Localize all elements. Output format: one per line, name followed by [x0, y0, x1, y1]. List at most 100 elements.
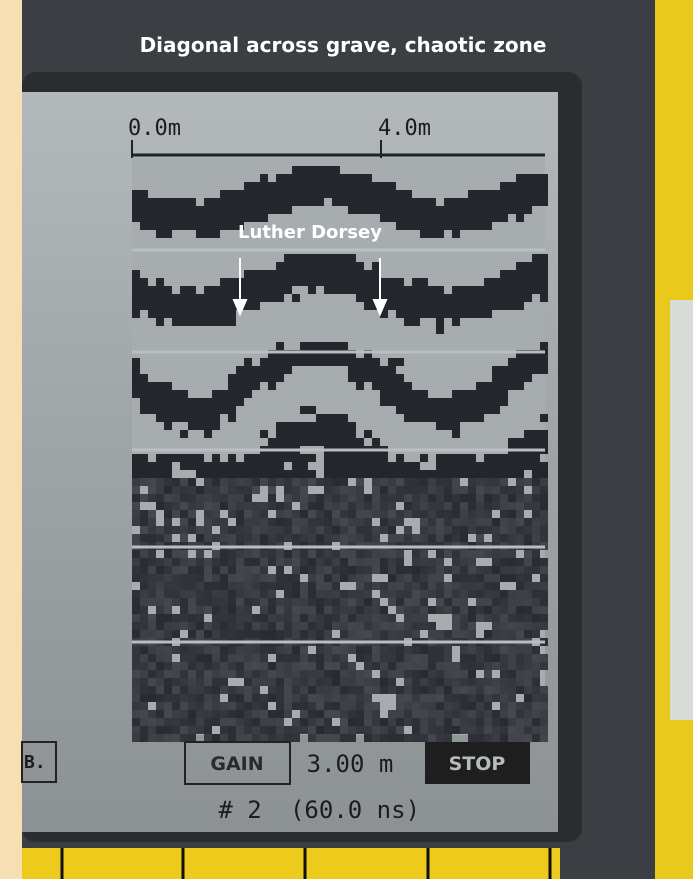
radar-pixel [364, 590, 372, 598]
radar-pixel [420, 686, 428, 694]
radar-pixel [348, 422, 356, 430]
radar-pixel [140, 302, 148, 310]
radar-pixel [196, 670, 204, 678]
radar-pixel [332, 694, 340, 702]
radar-pixel [396, 198, 404, 206]
radar-pixel [196, 222, 204, 230]
radar-pixel [212, 734, 220, 742]
radar-pixel [492, 582, 500, 590]
radar-pixel [316, 558, 324, 566]
radar-pixel [148, 286, 156, 294]
radar-pixel [260, 454, 268, 462]
radar-pixel [452, 318, 460, 326]
radar-pixel [316, 566, 324, 574]
radar-pixel [308, 198, 316, 206]
radar-pixel [316, 726, 324, 734]
radar-pixel [348, 366, 356, 374]
radar-pixel [316, 262, 324, 270]
radar-pixel [372, 686, 380, 694]
radar-pixel [324, 734, 332, 742]
radar-pixel [452, 686, 460, 694]
radar-pixel [532, 278, 540, 286]
radar-pixel [260, 294, 268, 302]
radar-pixel [204, 590, 212, 598]
radar-pixel [380, 462, 388, 470]
radar-pixel [164, 702, 172, 710]
radar-pixel [452, 486, 460, 494]
radar-pixel [156, 486, 164, 494]
radar-pixel [212, 406, 220, 414]
radar-pixel [404, 694, 412, 702]
radar-pixel [540, 598, 548, 606]
radar-pixel [460, 486, 468, 494]
radar-pixel [516, 374, 524, 382]
radar-pixel [436, 734, 444, 742]
radar-pixel [300, 654, 308, 662]
radar-pixel [156, 662, 164, 670]
radar-pixel [396, 206, 404, 214]
radar-pixel [308, 270, 316, 278]
radar-pixel [156, 614, 164, 622]
radar-pixel [164, 670, 172, 678]
radar-pixel [436, 670, 444, 678]
radar-pixel [196, 422, 204, 430]
radar-pixel [204, 582, 212, 590]
radar-pixel [204, 470, 212, 478]
radar-pixel [140, 190, 148, 198]
radar-pixel [148, 614, 156, 622]
radar-pixel [140, 206, 148, 214]
radar-pixel [276, 718, 284, 726]
radar-pixel [276, 534, 284, 542]
radar-pixel [412, 558, 420, 566]
radar-pixel [452, 310, 460, 318]
keypad-strip [22, 848, 560, 879]
radar-pixel [292, 558, 300, 566]
radar-pixel [164, 590, 172, 598]
radar-pixel [148, 646, 156, 654]
radar-pixel [164, 574, 172, 582]
radar-pixel [308, 694, 316, 702]
radar-pixel [364, 502, 372, 510]
radar-pixel [164, 566, 172, 574]
radar-pixel [420, 710, 428, 718]
radar-pixel [140, 566, 148, 574]
radar-pixel [412, 550, 420, 558]
radar-pixel [308, 614, 316, 622]
radar-pixel [236, 366, 244, 374]
radar-pixel [492, 606, 500, 614]
radar-pixel [180, 726, 188, 734]
radar-pixel [236, 598, 244, 606]
radar-pixel [260, 550, 268, 558]
radar-pixel [388, 390, 396, 398]
radar-pixel [172, 206, 180, 214]
radar-pixel [428, 574, 436, 582]
radar-pixel [228, 286, 236, 294]
radar-pixel [380, 726, 388, 734]
radar-pixel [404, 494, 412, 502]
radar-pixel [492, 286, 500, 294]
radar-pixel [324, 422, 332, 430]
radar-pixel [540, 174, 548, 182]
radar-pixel [236, 478, 244, 486]
radar-pixel [540, 558, 548, 566]
radar-pixel [244, 558, 252, 566]
radar-pixel [252, 678, 260, 686]
radar-pixel [348, 686, 356, 694]
radar-pixel [436, 502, 444, 510]
radar-pixel [300, 598, 308, 606]
radar-pixel [268, 718, 276, 726]
radar-pixel [524, 494, 532, 502]
radar-pixel [388, 366, 396, 374]
radar-pixel [372, 678, 380, 686]
radar-pixel [316, 422, 324, 430]
radar-pixel [524, 558, 532, 566]
radar-pixel [516, 454, 524, 462]
radar-pixel [492, 654, 500, 662]
radar-pixel [332, 654, 340, 662]
radar-pixel [284, 726, 292, 734]
radar-pixel [276, 710, 284, 718]
radar-pixel [404, 630, 412, 638]
radar-pixel [204, 630, 212, 638]
radar-pixel [364, 726, 372, 734]
radar-pixel [500, 270, 508, 278]
